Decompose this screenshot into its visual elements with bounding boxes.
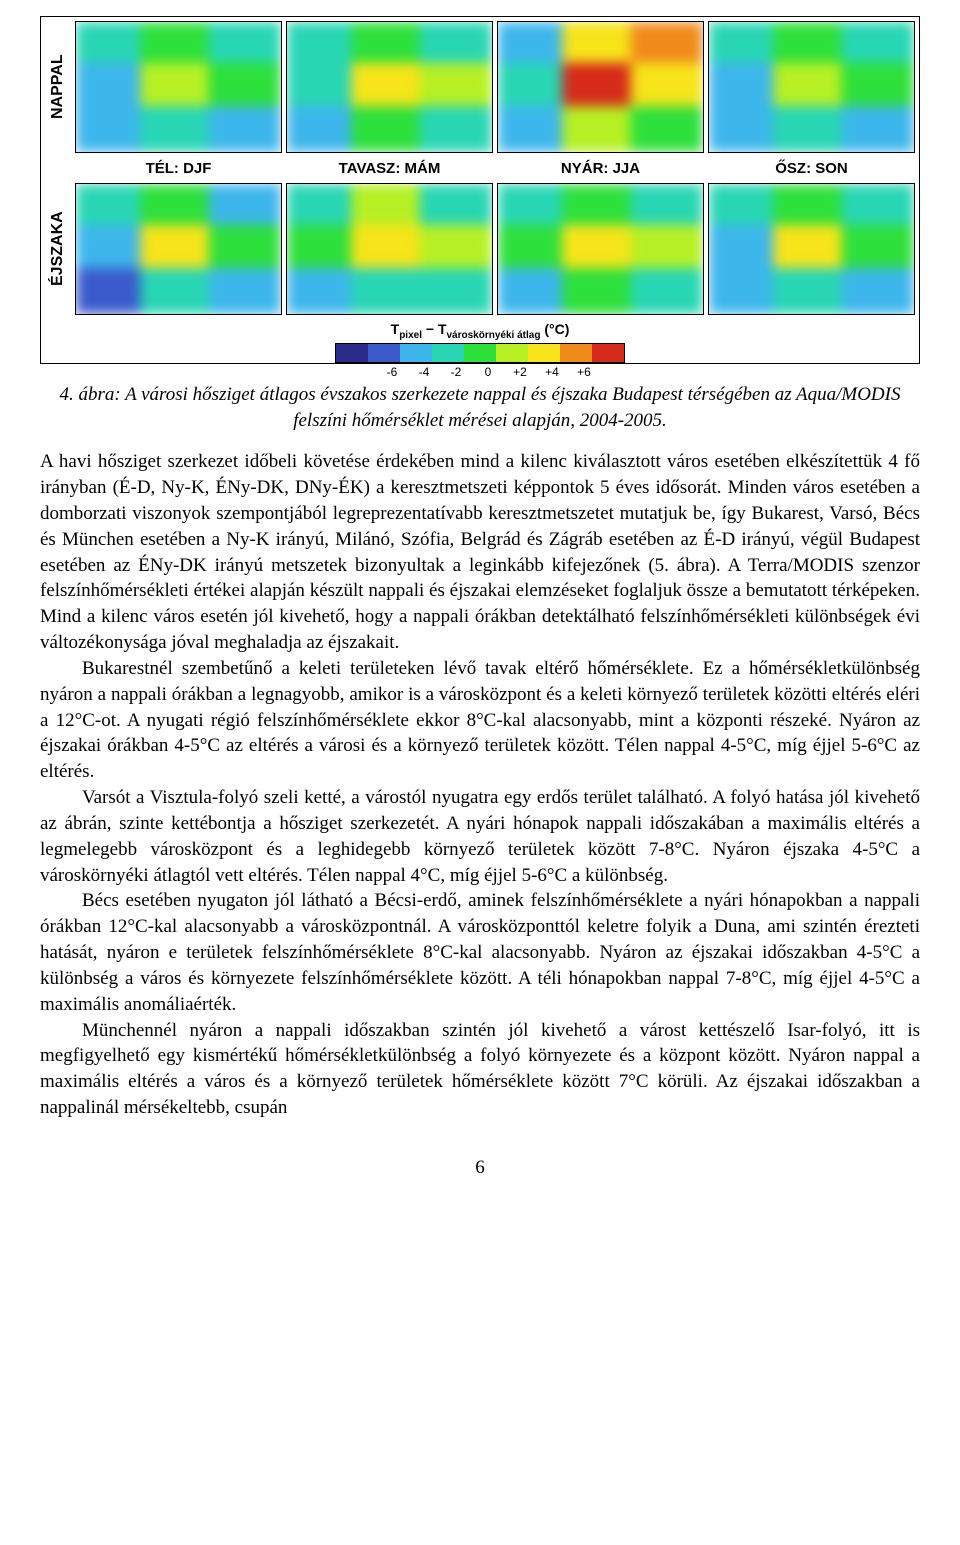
- legend-title: Tpixel − Tvároskörnyéki átlag (°C): [391, 321, 570, 341]
- row-label-nappal: NAPPAL: [45, 21, 71, 153]
- col-label-mam: TAVASZ: MÁM: [286, 157, 493, 179]
- col-label-jja: NYÁR: JJA: [497, 157, 704, 179]
- map-nappal-mam: [286, 21, 493, 153]
- page: NAPPAL TÉL: DJF TAVASZ: MÁM NYÁR: JJA ŐS…: [0, 0, 960, 1239]
- spacer: [45, 157, 71, 179]
- col-label-son: ŐSZ: SON: [708, 157, 915, 179]
- legend-cell: [496, 344, 528, 362]
- legend-sub1: pixel: [399, 330, 422, 341]
- figure-inner: NAPPAL TÉL: DJF TAVASZ: MÁM NYÁR: JJA ŐS…: [41, 17, 919, 363]
- legend-sub2: városkörnyéki átlag: [447, 330, 541, 341]
- legend-bar: [335, 343, 625, 363]
- legend-cell: [400, 344, 432, 362]
- body-text: A havi hősziget szerkezet időbeli követé…: [40, 449, 920, 1121]
- legend: Tpixel − Tvároskörnyéki átlag (°C) -6-4-…: [45, 321, 915, 359]
- paragraph: Bukarestnél szembetűnő a keleti területe…: [40, 656, 920, 785]
- paragraph: Münchennél nyáron a nappali időszakban s…: [40, 1018, 920, 1121]
- page-number: 6: [40, 1157, 920, 1179]
- map-ejszaka-son: [708, 183, 915, 315]
- legend-tick: +6: [568, 365, 600, 379]
- map-nappal-djf: [75, 21, 282, 153]
- paragraph: Bécs esetében nyugaton jól látható a Béc…: [40, 888, 920, 1017]
- col-label-djf: TÉL: DJF: [75, 157, 282, 179]
- legend-tick: +4: [536, 365, 568, 379]
- legend-tick: -4: [408, 365, 440, 379]
- legend-tick: +2: [504, 365, 536, 379]
- legend-ticks: -6-4-20+2+4+6: [360, 365, 600, 379]
- legend-cell: [336, 344, 368, 362]
- legend-cell: [560, 344, 592, 362]
- legend-cell: [464, 344, 496, 362]
- row-label-ejszaka: ÉJSZAKA: [45, 183, 71, 315]
- legend-cell: [432, 344, 464, 362]
- figure-frame: NAPPAL TÉL: DJF TAVASZ: MÁM NYÁR: JJA ŐS…: [40, 16, 920, 364]
- legend-cell: [528, 344, 560, 362]
- map-ejszaka-mam: [286, 183, 493, 315]
- map-nappal-son: [708, 21, 915, 153]
- paragraph: Varsót a Visztula-folyó szeli ketté, a v…: [40, 785, 920, 888]
- figure-caption: 4. ábra: A városi hősziget átlagos évsza…: [40, 382, 920, 433]
- paragraph: A havi hősziget szerkezet időbeli követé…: [40, 449, 920, 656]
- legend-tick: -6: [376, 365, 408, 379]
- map-ejszaka-djf: [75, 183, 282, 315]
- map-nappal-jja: [497, 21, 704, 153]
- legend-cell: [368, 344, 400, 362]
- legend-tick: -2: [440, 365, 472, 379]
- legend-tick: 0: [472, 365, 504, 379]
- map-ejszaka-jja: [497, 183, 704, 315]
- legend-cell: [592, 344, 624, 362]
- map-grid: NAPPAL TÉL: DJF TAVASZ: MÁM NYÁR: JJA ŐS…: [45, 21, 915, 359]
